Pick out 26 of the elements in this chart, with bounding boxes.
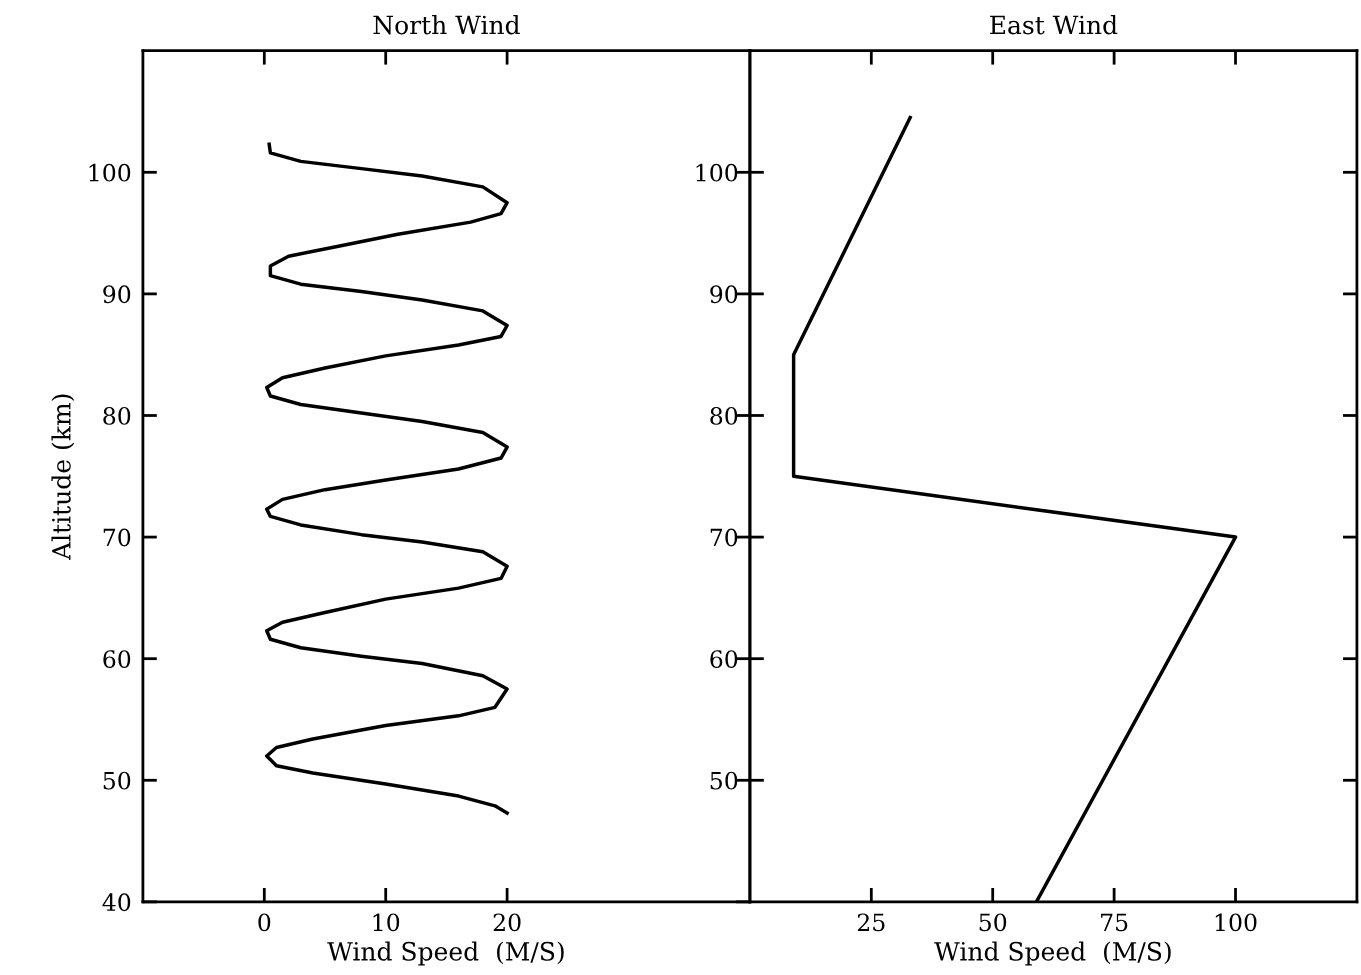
chart-title: North Wind: [373, 15, 520, 35]
y-tick-label: 70: [710, 528, 738, 547]
y-tick-label: 80: [710, 406, 738, 425]
y-tick-label: 100: [696, 163, 738, 182]
x-tick-label: 10: [373, 913, 400, 932]
y-tick-label: 90: [710, 285, 738, 304]
y-tick-label: 100: [89, 163, 131, 182]
y-tick-label: 60: [103, 650, 131, 668]
x-axis-title: Wind Speed (M/S): [934, 941, 1171, 966]
chart-title: East Wind: [990, 15, 1118, 35]
y-tick-label: 70: [103, 528, 131, 547]
y-tick-label: 50: [710, 771, 738, 790]
x-tick-label: 0: [258, 913, 271, 932]
y-axis-title: Altitude (km): [51, 394, 75, 561]
y-tick-label: 60: [710, 650, 738, 668]
y-tick-label: 90: [103, 285, 131, 304]
x-tick-label: 25: [857, 913, 885, 932]
x-axis-title: Wind Speed (M/S): [327, 941, 564, 966]
x-tick-label: 75: [1101, 913, 1128, 932]
x-tick-label: 50: [979, 913, 1007, 932]
line-series: [264, 142, 509, 815]
x-tick-label: 20: [493, 913, 521, 932]
y-tick-label: 80: [103, 406, 131, 425]
y-tick-label: 40: [102, 893, 131, 912]
y-tick-label: 50: [103, 771, 131, 790]
x-tick-label: 100: [1215, 913, 1257, 932]
